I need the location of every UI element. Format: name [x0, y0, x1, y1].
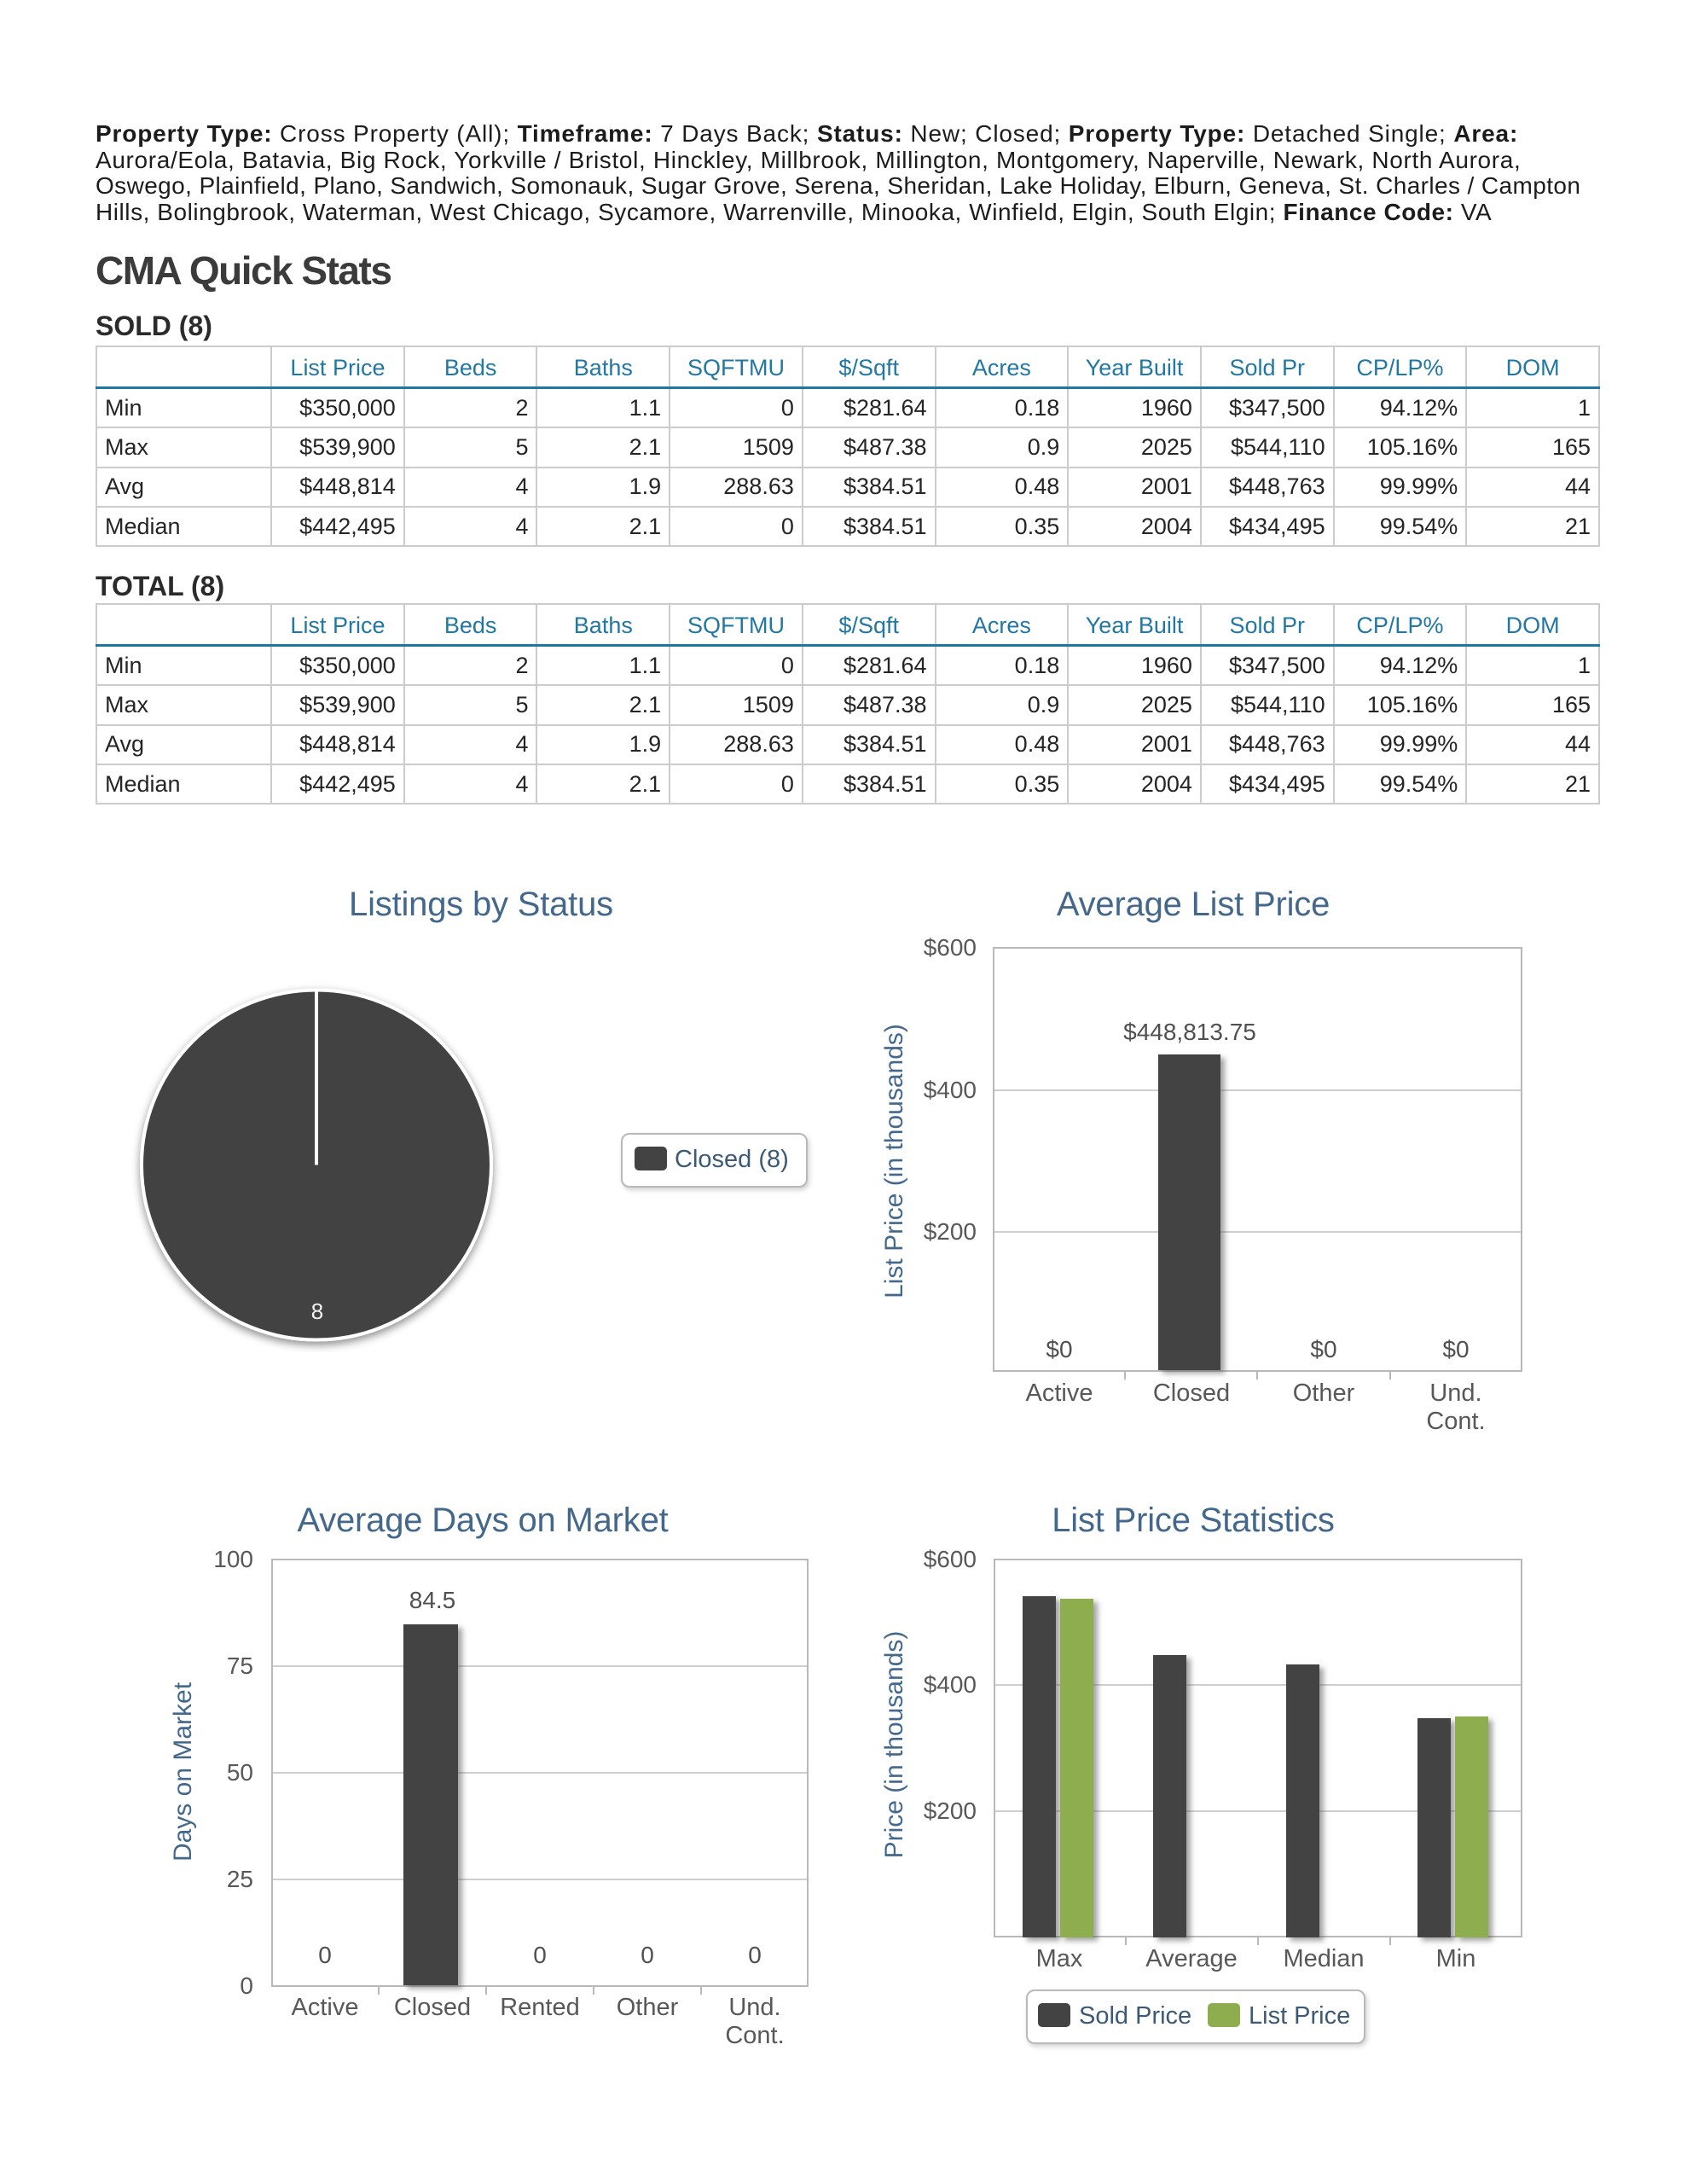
- svg-text:8: 8: [311, 1298, 323, 1324]
